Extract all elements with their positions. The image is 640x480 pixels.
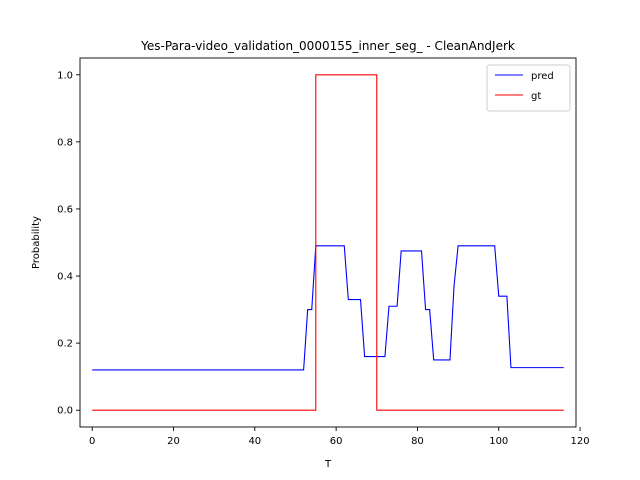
legend-box xyxy=(486,64,571,112)
legend: pred gt xyxy=(486,64,571,112)
chart-title: Yes-Para-video_validation_0000155_inner_… xyxy=(140,39,515,53)
x-tick-label: 80 xyxy=(411,436,424,447)
series-line-pred xyxy=(92,245,564,371)
x-tick-label: 40 xyxy=(248,436,261,447)
x-tick-label: 100 xyxy=(489,436,508,447)
legend-label-pred: pred xyxy=(531,71,554,82)
x-tick-label: 0 xyxy=(89,436,95,447)
y-tick-label: 1.0 xyxy=(57,70,73,81)
y-axis: 0.0 0.2 0.4 0.6 0.8 1.0 xyxy=(57,70,80,417)
x-tick-label: 60 xyxy=(330,436,343,447)
y-tick-label: 0.4 xyxy=(57,272,73,283)
legend-label-gt: gt xyxy=(531,91,541,102)
series-line-gt xyxy=(92,74,564,411)
x-tick-label: 20 xyxy=(167,436,180,447)
plot-area xyxy=(79,57,577,428)
x-axis-label: T xyxy=(324,459,332,470)
y-axis-label: Probability xyxy=(31,216,42,269)
x-axis: 0 20 40 60 80 100 120 xyxy=(89,427,590,447)
y-tick-label: 0.0 xyxy=(57,406,73,417)
x-tick-label: 120 xyxy=(571,436,590,447)
axes-frame xyxy=(79,57,577,428)
y-tick-label: 0.2 xyxy=(57,339,73,350)
y-tick-label: 0.8 xyxy=(57,137,73,148)
y-tick-label: 0.6 xyxy=(57,204,73,215)
